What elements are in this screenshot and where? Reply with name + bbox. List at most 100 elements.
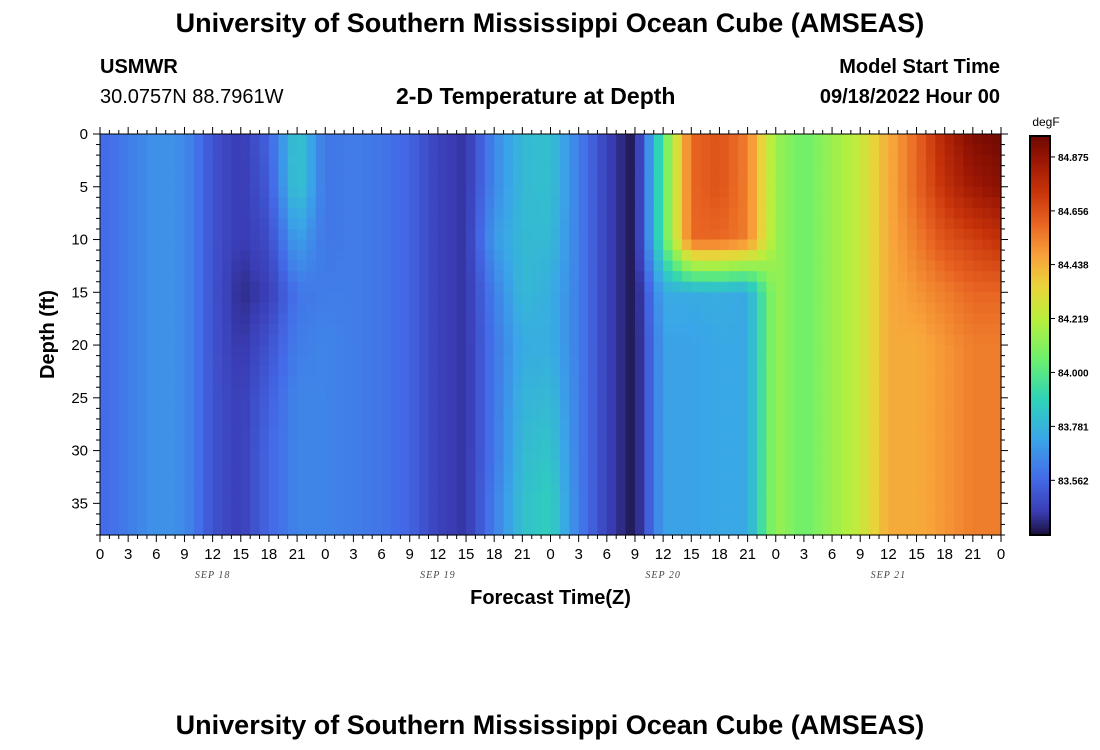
heatmap-cell [259, 260, 270, 272]
heatmap-cell [128, 176, 139, 188]
heatmap-cell [625, 471, 636, 483]
heatmap-cell [203, 144, 214, 156]
heatmap-cell [475, 155, 486, 167]
heatmap-cell [165, 471, 176, 483]
heatmap-cell [512, 250, 523, 262]
heatmap-cell [822, 323, 833, 336]
heatmap-cell [175, 155, 186, 167]
heatmap-cell [268, 397, 279, 409]
colorbar-cell [1030, 303, 1050, 307]
heatmap-cell [813, 366, 824, 378]
heatmap-cell [297, 165, 308, 177]
heatmap-cell [428, 134, 439, 146]
heatmap-cell [794, 471, 805, 483]
heatmap-cell [512, 429, 523, 441]
heatmap-cell [400, 471, 411, 483]
heatmap-cell [268, 228, 279, 241]
heatmap-cell [297, 471, 308, 483]
heatmap-cell [466, 397, 477, 409]
heatmap-cell [193, 492, 204, 504]
heatmap-cell [916, 418, 927, 431]
heatmap-cell [803, 366, 814, 378]
heatmap-cell [794, 218, 805, 230]
heatmap-cell [353, 471, 364, 483]
heatmap-cell [634, 271, 645, 283]
heatmap-cell [597, 429, 608, 441]
heatmap-cell [231, 492, 242, 504]
heatmap-cell [240, 186, 251, 198]
heatmap-cell [710, 134, 721, 146]
heatmap-cell [606, 239, 617, 251]
heatmap-cell [756, 207, 767, 220]
heatmap-cell [475, 207, 486, 220]
heatmap-cell [775, 492, 786, 504]
heatmap-cell [728, 228, 739, 241]
heatmap-cell [456, 524, 467, 536]
heatmap-cell [475, 302, 486, 314]
heatmap-cell [728, 155, 739, 167]
heatmap-cell [756, 513, 767, 526]
heatmap-cell [512, 218, 523, 230]
heatmap-cell [738, 239, 749, 251]
colorbar-cell [1030, 342, 1050, 347]
heatmap-cell [419, 461, 430, 473]
heatmap-cell [954, 366, 965, 378]
heatmap-cell [559, 239, 570, 251]
heatmap-cell [184, 513, 195, 526]
heatmap-cell [466, 313, 477, 325]
heatmap-cell [710, 503, 721, 515]
heatmap-cell [569, 165, 580, 177]
heatmap-cell [344, 524, 355, 536]
heatmap-cell [325, 334, 336, 346]
heatmap-cell [841, 323, 852, 336]
heatmap-cell [297, 250, 308, 262]
heatmap-cell [944, 165, 955, 177]
heatmap-cell [259, 450, 270, 462]
heatmap-cell [907, 271, 918, 283]
heatmap-cell [531, 471, 542, 483]
heatmap-cell [325, 144, 336, 156]
heatmap-cell [878, 197, 889, 209]
colorbar-cell [1030, 427, 1050, 431]
heatmap-cell [719, 165, 730, 177]
heatmap-cell [362, 397, 373, 409]
heatmap-cell [484, 408, 495, 420]
heatmap-cell [935, 408, 946, 420]
heatmap-cell [700, 450, 711, 462]
heatmap-cell [259, 228, 270, 241]
heatmap-cell [437, 387, 448, 399]
heatmap-cell [156, 228, 167, 241]
heatmap-cell [165, 228, 176, 241]
colorbar-cell [1030, 265, 1050, 269]
heatmap-cell [466, 503, 477, 515]
heatmap-cell [672, 155, 683, 167]
heatmap-cell [156, 165, 167, 177]
heatmap-cell [334, 197, 345, 209]
heatmap-cell [165, 366, 176, 378]
heatmap-cell [897, 228, 908, 241]
heatmap-cell [193, 155, 204, 167]
heatmap-cell [897, 355, 908, 367]
heatmap-cell [935, 228, 946, 241]
heatmap-cell [691, 366, 702, 378]
heatmap-cell [972, 397, 983, 409]
heatmap-cell [681, 207, 692, 220]
heatmap-cell [118, 239, 129, 251]
heatmap-cell [982, 408, 993, 420]
heatmap-cell [756, 450, 767, 462]
heatmap-cell [231, 429, 242, 441]
heatmap-cell [109, 239, 120, 251]
heatmap-cell [447, 345, 458, 357]
heatmap-cell [146, 334, 157, 346]
heatmap-cell [803, 271, 814, 283]
heatmap-cell [475, 418, 486, 431]
heatmap-cell [606, 313, 617, 325]
heatmap-cell [409, 260, 420, 272]
heatmap-cell [165, 408, 176, 420]
heatmap-cell [381, 450, 392, 462]
heatmap-cell [719, 323, 730, 336]
heatmap-cell [278, 513, 289, 526]
heatmap-cell [832, 471, 843, 483]
heatmap-cell [644, 513, 655, 526]
heatmap-cell [409, 218, 420, 230]
